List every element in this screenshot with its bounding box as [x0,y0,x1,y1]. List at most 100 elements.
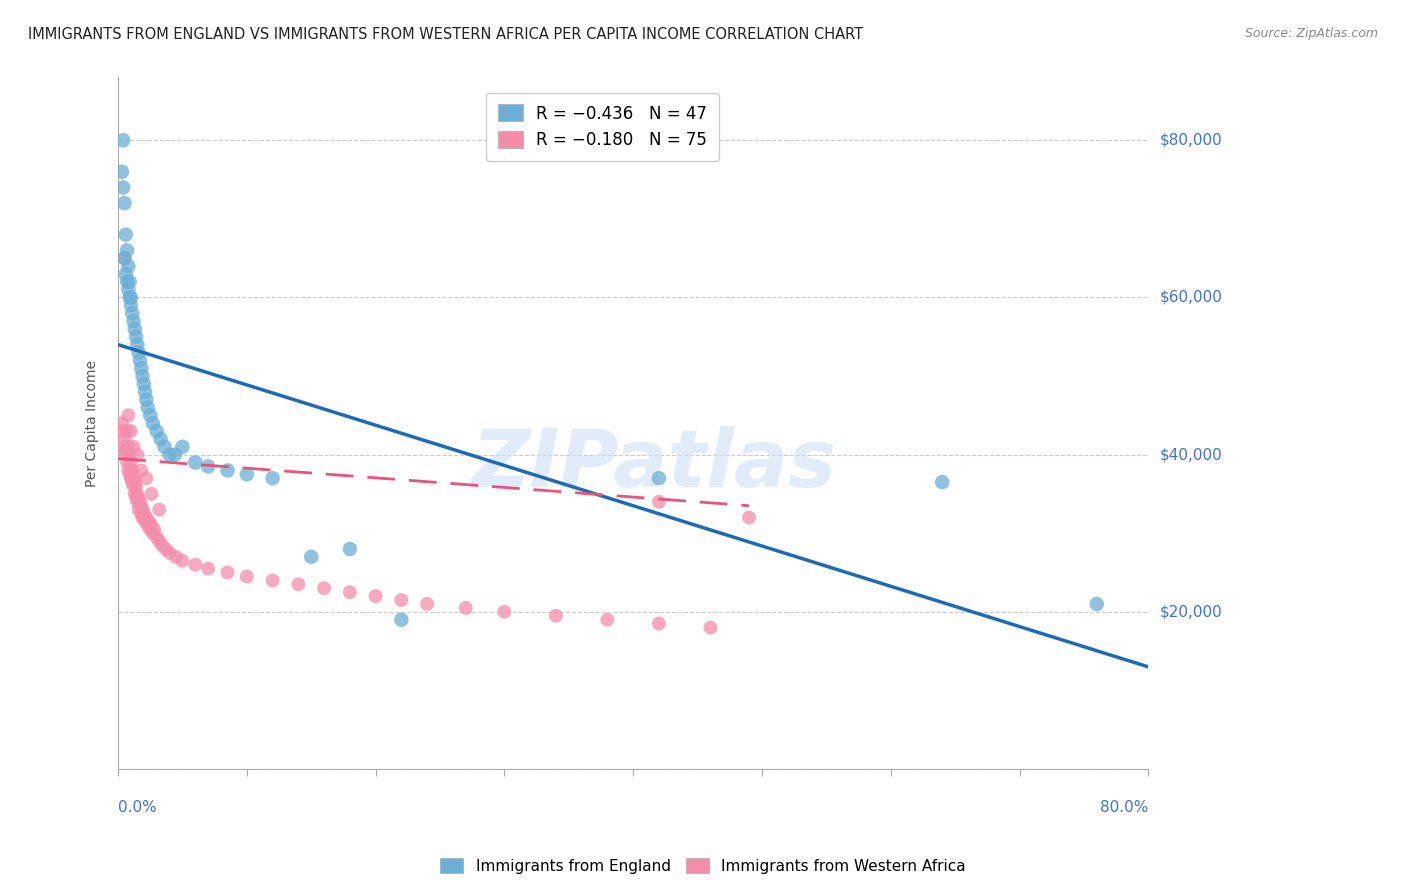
Point [124,487,146,501]
Point [128,345,150,359]
Point [184,558,207,572]
Text: IMMIGRANTS FROM ENGLAND VS IMMIGRANTS FROM WESTERN AFRICA PER CAPITA INCOME CORR: IMMIGRANTS FROM ENGLAND VS IMMIGRANTS FR… [28,27,863,42]
Point [1085,597,1108,611]
Point [148,534,170,549]
Point [648,616,671,631]
Point [118,291,141,305]
Point [117,283,139,297]
Point [134,384,156,399]
Text: $80,000: $80,000 [1160,133,1222,148]
Legend: R = −0.436   N = 47, R = −0.180   N = 75: R = −0.436 N = 47, R = −0.180 N = 75 [486,93,718,161]
Point [149,432,172,446]
Point [389,613,412,627]
Point [127,337,149,351]
Point [114,440,136,454]
Point [197,459,219,474]
Point [389,593,412,607]
Point [132,376,155,391]
Point [142,416,165,430]
Point [112,424,135,438]
Point [118,467,141,482]
Point [114,196,136,211]
Point [127,448,149,462]
Point [236,467,259,482]
Point [138,515,160,529]
Point [129,499,152,513]
Point [135,392,157,407]
Point [122,479,145,493]
Legend: Immigrants from England, Immigrants from Western Africa: Immigrants from England, Immigrants from… [434,852,972,880]
Point [148,502,170,516]
Point [115,424,138,438]
Point [262,574,284,588]
Text: ZIPatlas: ZIPatlas [471,425,837,504]
Point [145,530,167,544]
Point [120,456,142,470]
Text: $60,000: $60,000 [1160,290,1222,305]
Point [236,569,259,583]
Point [141,518,163,533]
Point [136,518,159,533]
Point [114,251,136,265]
Point [129,463,152,477]
Point [114,432,136,446]
Point [339,585,361,599]
Point [141,487,163,501]
Y-axis label: Per Capita Income: Per Capita Income [86,359,100,487]
Point [121,475,143,490]
Point [131,502,153,516]
Point [217,566,239,580]
Point [153,440,176,454]
Text: Source: ZipAtlas.com: Source: ZipAtlas.com [1244,27,1378,40]
Point [129,353,152,368]
Point [494,605,516,619]
Point [314,581,336,595]
Point [128,502,150,516]
Point [159,546,181,560]
Text: $40,000: $40,000 [1160,447,1222,462]
Point [142,526,165,541]
Point [454,601,477,615]
Point [596,613,619,627]
Point [129,361,152,376]
Point [139,409,162,423]
Point [364,589,387,603]
Point [121,463,143,477]
Point [287,577,309,591]
Point [122,314,145,328]
Point [114,267,136,281]
Point [115,456,138,470]
Point [143,522,166,536]
Point [699,621,721,635]
Point [117,463,139,477]
Point [135,510,157,524]
Point [114,227,136,242]
Point [217,463,239,477]
Point [122,471,145,485]
Point [155,541,177,556]
Point [134,515,156,529]
Point [648,471,671,485]
Point [184,456,207,470]
Point [172,440,194,454]
Point [145,424,167,438]
Point [127,495,149,509]
Point [120,298,142,312]
Point [125,479,148,493]
Point [127,487,149,501]
Point [112,180,135,194]
Point [132,507,155,521]
Point [111,165,134,179]
Point [114,251,136,265]
Point [165,549,187,564]
Point [129,495,152,509]
Point [115,275,138,289]
Point [738,510,761,524]
Point [122,440,145,454]
Text: 80.0%: 80.0% [1099,799,1149,814]
Point [163,448,186,462]
Point [117,440,139,454]
Point [131,369,153,384]
Text: $20,000: $20,000 [1160,605,1222,619]
Point [150,538,173,552]
